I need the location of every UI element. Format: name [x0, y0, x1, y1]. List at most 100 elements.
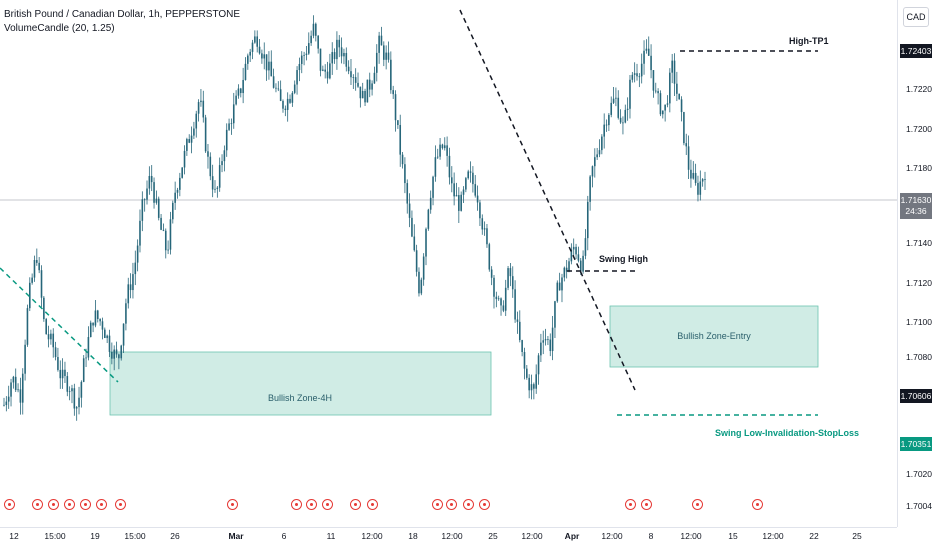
candle-body [699, 181, 702, 195]
candle-body [368, 79, 371, 90]
candle-body [547, 339, 549, 340]
candle-body [354, 77, 357, 83]
candle-body [73, 388, 76, 409]
stoploss-price-tag: 1.70351 [900, 437, 932, 451]
economic-event-flag-icon[interactable] [752, 499, 763, 510]
candle-body [584, 238, 587, 256]
candle-body [495, 296, 498, 300]
candle-body [676, 83, 678, 94]
candle-body [235, 95, 237, 105]
candle-body [350, 71, 352, 78]
candle-body [526, 368, 528, 378]
price-tick: 1.71200 [906, 278, 932, 288]
candle-body [169, 219, 172, 250]
candle-body [202, 100, 205, 118]
currency-button[interactable]: CAD [903, 7, 929, 27]
candle-body [636, 73, 638, 77]
economic-event-flag-icon[interactable] [80, 499, 91, 510]
candle-body [432, 176, 434, 198]
candle-body [172, 202, 174, 220]
candle-body [598, 150, 601, 155]
candle-body [312, 23, 315, 36]
indicator-title[interactable]: VolumeCandle (20, 1.25) [4, 23, 115, 34]
candle-body [150, 175, 153, 183]
time-axis[interactable] [0, 527, 897, 551]
candle-body [193, 128, 195, 136]
candle-body [176, 189, 179, 193]
candle-body [57, 357, 59, 370]
economic-event-flag-icon[interactable] [115, 499, 126, 510]
candle-body [322, 69, 324, 71]
candle-body [298, 63, 301, 71]
economic-event-flag-icon[interactable] [322, 499, 333, 510]
candle-body [535, 374, 537, 389]
candle-body [310, 35, 312, 44]
economic-event-flag-icon[interactable] [227, 499, 238, 510]
candle-body [289, 98, 291, 103]
candle-body [305, 53, 308, 55]
time-label: 19 [90, 531, 100, 541]
economic-event-flag-icon[interactable] [64, 499, 75, 510]
candle-body [617, 97, 620, 118]
time-label: 8 [648, 531, 654, 541]
time-label: 12 [9, 531, 19, 541]
time-label: 18 [408, 531, 418, 541]
candle-body [87, 336, 90, 358]
candle-body [326, 71, 329, 79]
candle-body [359, 86, 362, 99]
economic-event-flag-icon[interactable] [4, 499, 15, 510]
candle-body [319, 48, 322, 71]
candle-body [228, 123, 230, 130]
economic-event-flag-icon[interactable] [306, 499, 317, 510]
economic-event-flag-icon[interactable] [367, 499, 378, 510]
economic-event-flag-icon[interactable] [291, 499, 302, 510]
candle-body [96, 310, 99, 319]
candle-body [125, 303, 127, 324]
candle-body [418, 271, 420, 294]
candle-body [214, 188, 216, 190]
economic-event-flag-icon[interactable] [463, 499, 474, 510]
economic-event-flag-icon[interactable] [625, 499, 636, 510]
candle-body [347, 66, 350, 72]
symbol-title[interactable]: British Pound / Canadian Dollar, 1h, PEP… [4, 9, 241, 20]
candle-body [207, 151, 209, 157]
candle-body [615, 97, 617, 99]
candle-body [113, 349, 115, 359]
candle-body [75, 407, 78, 409]
candle-body [104, 329, 106, 339]
candle-body [390, 59, 392, 91]
candle-body [577, 254, 580, 261]
candle-body [364, 91, 366, 103]
candle-body [139, 220, 141, 246]
candle-body [408, 203, 411, 218]
candle-body [99, 318, 101, 322]
economic-event-flag-icon[interactable] [32, 499, 43, 510]
teal-trendline [0, 267, 119, 383]
economic-event-flag-icon[interactable] [432, 499, 443, 510]
candle-body [329, 63, 331, 79]
candle-body [279, 89, 282, 101]
candle-body [36, 260, 38, 263]
candle-body [678, 93, 681, 100]
stoploss-label: Swing Low-Invalidation-StopLoss [715, 428, 859, 438]
candle-body [427, 209, 430, 229]
price-chart[interactable] [0, 0, 897, 527]
candle-body [183, 150, 186, 168]
economic-event-flag-icon[interactable] [641, 499, 652, 510]
candle-body [293, 84, 296, 93]
economic-event-flag-icon[interactable] [692, 499, 703, 510]
candle-body [500, 298, 502, 306]
economic-event-flag-icon[interactable] [48, 499, 59, 510]
economic-event-flag-icon[interactable] [479, 499, 490, 510]
economic-event-flag-icon[interactable] [96, 499, 107, 510]
candle-body [643, 50, 645, 64]
candle-body [392, 90, 394, 95]
candle-body [64, 369, 66, 377]
candle-body [511, 276, 514, 290]
candle-body [19, 389, 22, 403]
economic-event-flag-icon[interactable] [446, 499, 457, 510]
candle-body [272, 76, 275, 88]
candle-body [514, 289, 516, 320]
economic-event-flag-icon[interactable] [350, 499, 361, 510]
candle-body [671, 60, 673, 73]
